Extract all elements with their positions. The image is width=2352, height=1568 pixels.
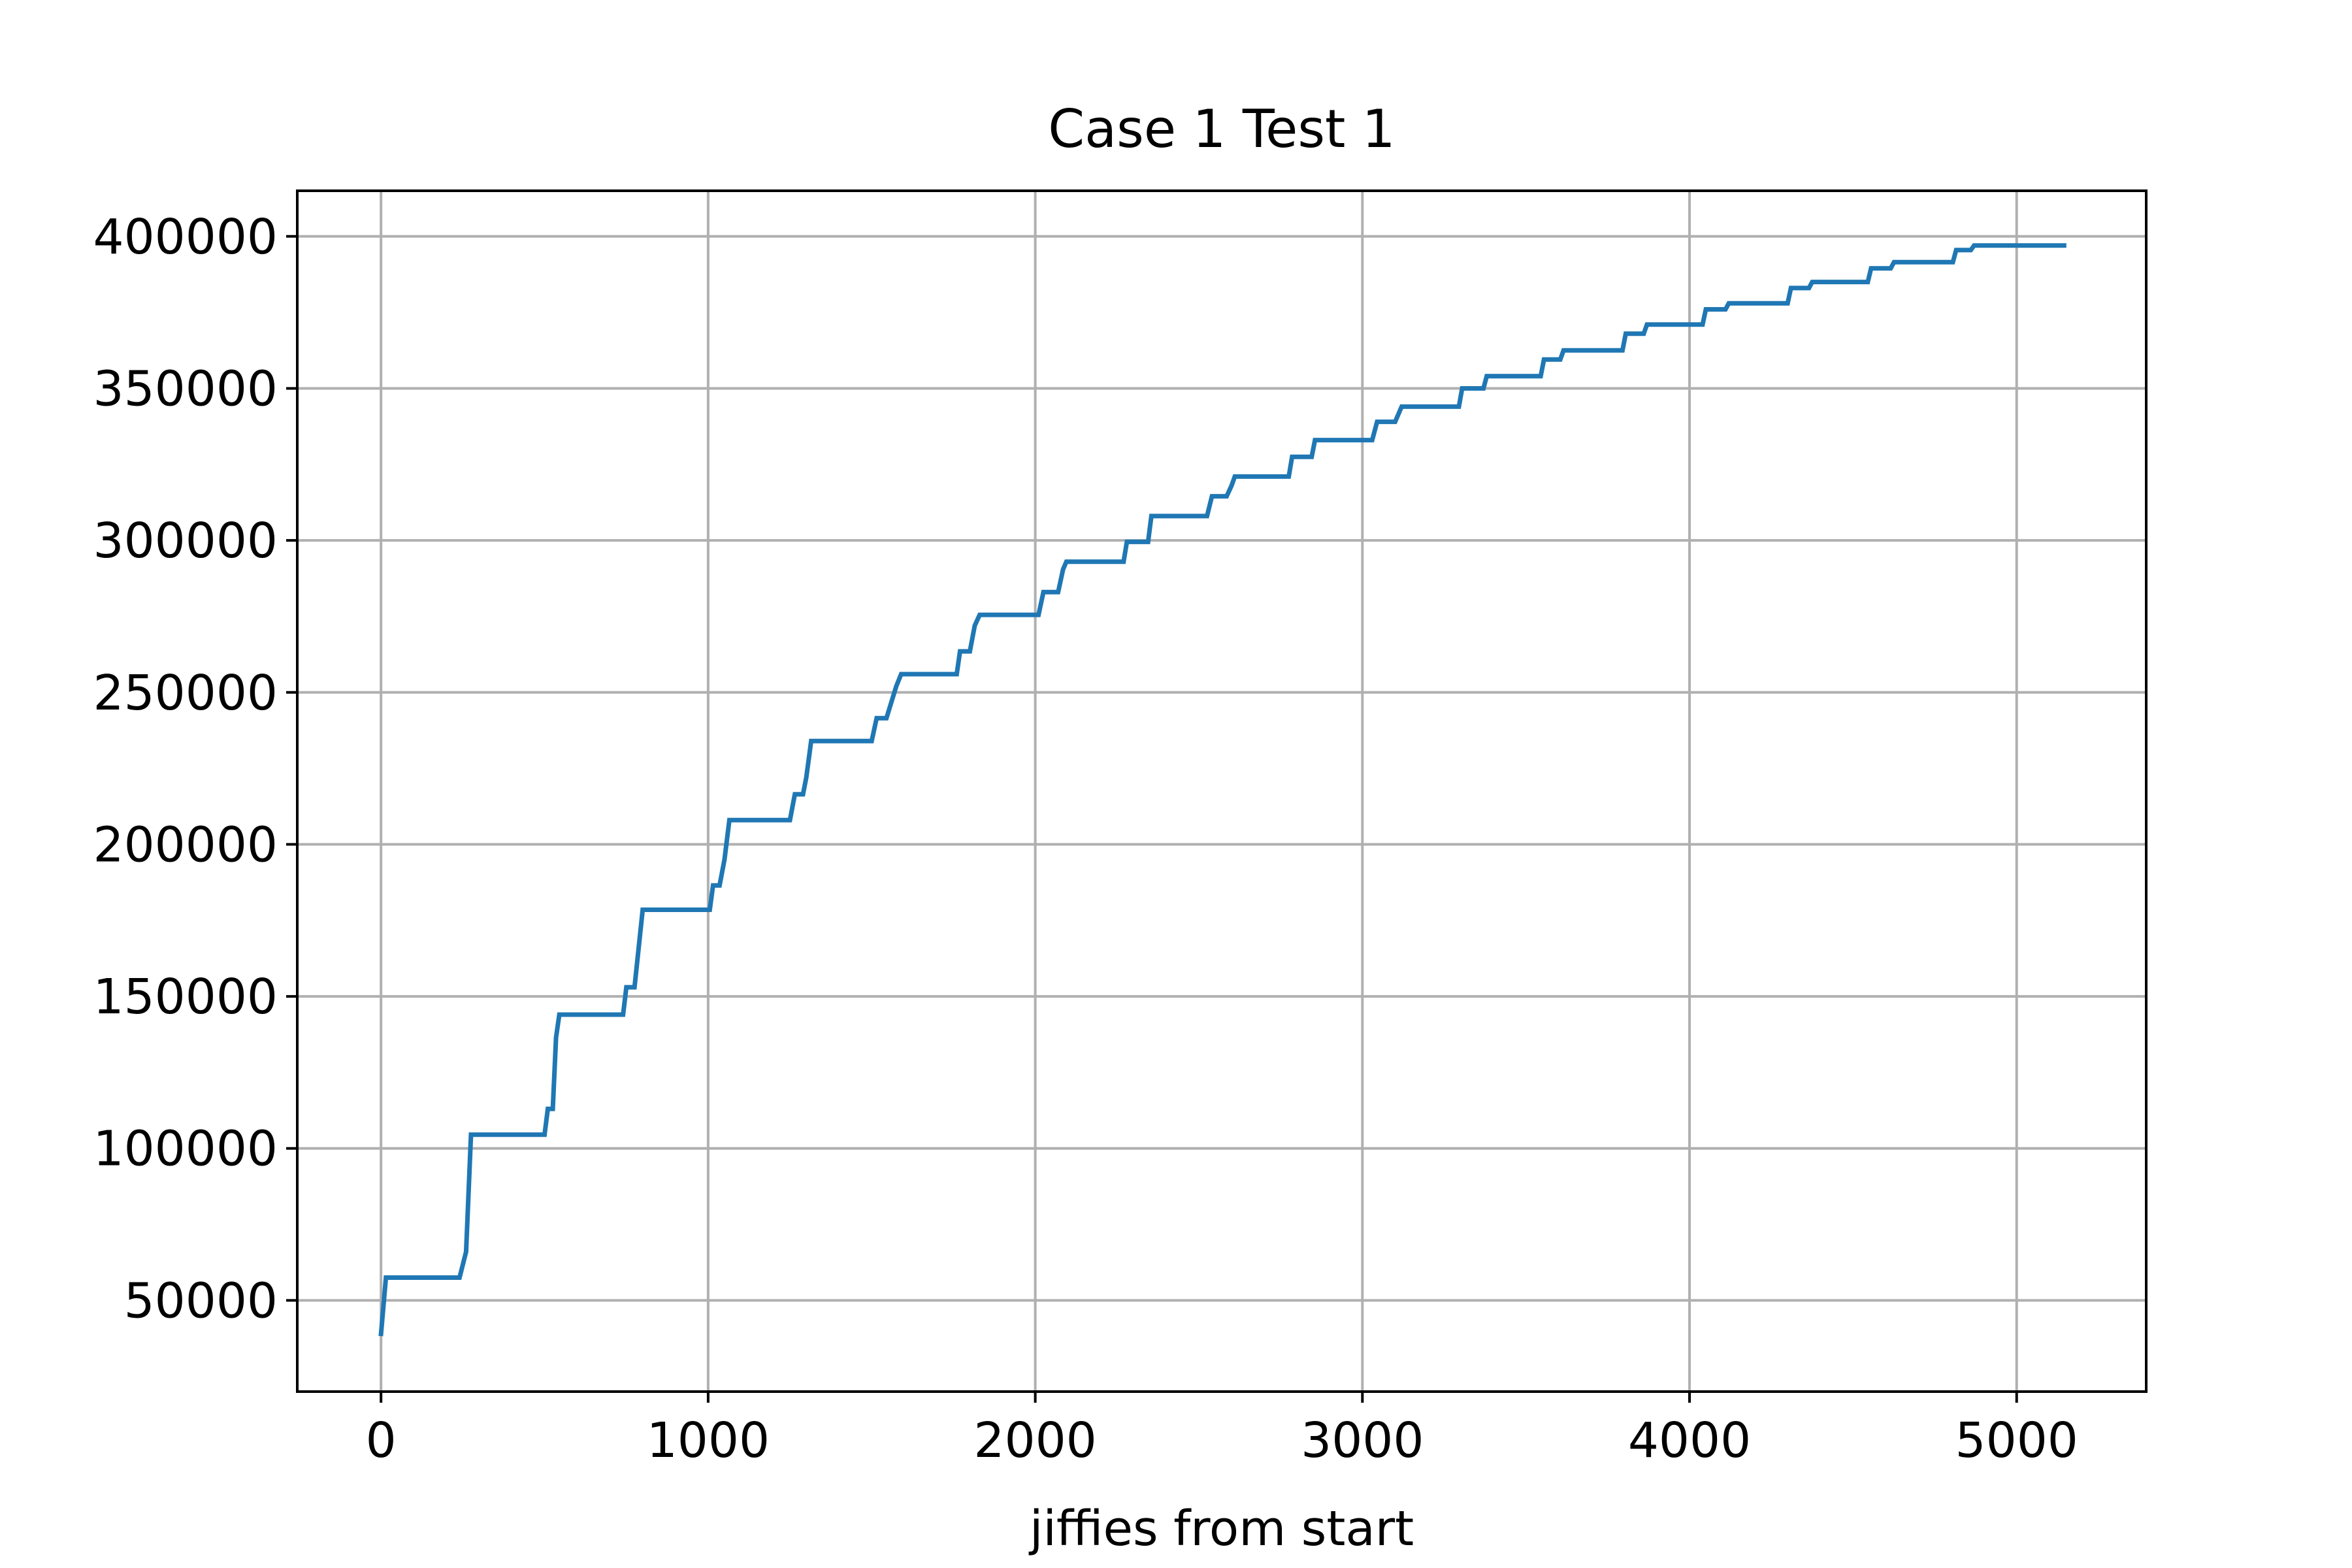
x-axis-label: jiffies from start	[1028, 1501, 1414, 1557]
y-tick-label: 250000	[93, 665, 278, 721]
grid-lines	[297, 191, 2146, 1392]
y-tick-label: 150000	[93, 969, 278, 1025]
y-tick-label: 400000	[93, 209, 278, 265]
x-tick-label: 0	[366, 1413, 397, 1469]
y-tick-label: 100000	[93, 1121, 278, 1177]
chart-title: Case 1 Test 1	[1048, 99, 1395, 159]
series-line	[378, 243, 2066, 1337]
x-tick-label: 1000	[647, 1413, 770, 1469]
y-tick-label: 200000	[93, 817, 278, 873]
y-tick-label: 350000	[93, 361, 278, 417]
x-tick-label: 4000	[1628, 1413, 1751, 1469]
y-tick-label: 50000	[124, 1273, 278, 1329]
x-tick-label: 3000	[1301, 1413, 1424, 1469]
x-tick-label: 2000	[973, 1413, 1096, 1469]
series-layer	[378, 243, 2066, 1337]
plot-frame	[296, 189, 2148, 1393]
y-tick-label: 300000	[93, 513, 278, 569]
x-tick-label: 5000	[1955, 1413, 2078, 1469]
axis-ticks: 0 1000 2000 3000 4000 5000 50000 100000 150000 20…	[93, 209, 2078, 1469]
